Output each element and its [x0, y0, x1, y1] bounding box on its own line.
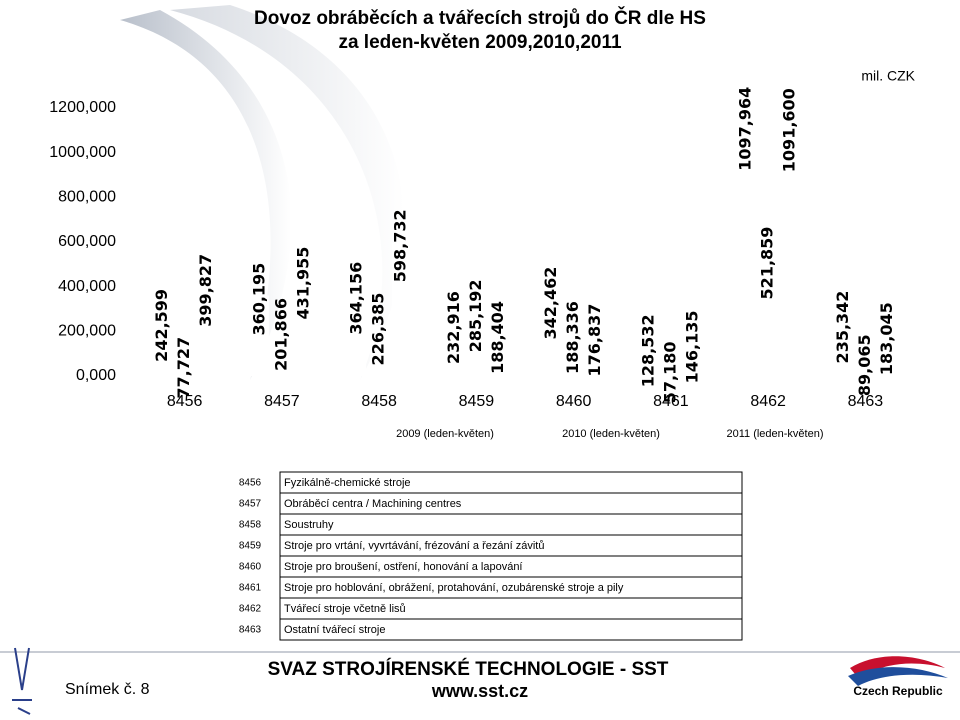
table-code: 8459: [239, 541, 262, 552]
x-tick-label: 8461: [653, 393, 689, 410]
y-tick-label: 800,000: [58, 189, 116, 206]
value-label: 399,827: [196, 254, 215, 327]
flag-swoosh: [848, 667, 948, 686]
legend-entry: 2010 (leden-květen): [562, 428, 660, 440]
org-web: www.sst.cz: [431, 681, 528, 701]
table-description: Ostatní tvářecí stroje: [284, 624, 385, 636]
org-name: SVAZ STROJÍRENSKÉ TECHNOLOGIE - SST: [268, 658, 669, 680]
table-code: 8457: [239, 499, 262, 510]
decor-swoosh: [170, 5, 405, 380]
value-label: 77,727: [174, 337, 193, 399]
y-tick-label: 200,000: [58, 323, 116, 340]
value-label: 183,045: [877, 302, 896, 375]
value-label: 232,916: [444, 291, 463, 364]
value-label: 431,955: [293, 247, 312, 320]
table-code: 8462: [239, 604, 262, 615]
chart-title: Dovoz obráběcích a tvářecích strojů do Č…: [254, 7, 706, 29]
value-label: 521,859: [758, 227, 777, 300]
value-label: 1097,964: [736, 87, 755, 171]
value-label: 57,180: [660, 341, 679, 403]
chart-subtitle: za leden-květen 2009,2010,2011: [338, 32, 622, 53]
bar: [759, 259, 778, 376]
plot: 0,000 200,000 400,000 600,000 800,000 1000,00…: [49, 87, 897, 440]
legend-entry: 2011 (leden-květen): [726, 428, 823, 440]
x-tick-label: 8458: [361, 393, 397, 410]
value-label: 242,599: [152, 289, 171, 362]
y-tick-label: 1200,000: [49, 99, 116, 116]
bar: [294, 279, 313, 376]
bar: [445, 323, 464, 376]
value-label: 360,195: [249, 263, 268, 336]
bar: [392, 242, 411, 376]
unit-label: mil. CZK: [861, 68, 915, 84]
x-tick-label: 8457: [264, 393, 300, 410]
table-description: Soustruhy: [284, 519, 334, 531]
table-description: Stroje pro hoblování, obrážení, protahov…: [284, 582, 624, 594]
legend-table: 8456 Fyzikálně-chemické stroje 8457 Obráběc…: [239, 471, 743, 641]
bar: [197, 286, 216, 376]
x-tick-label: 8462: [750, 393, 786, 410]
table-cell: [279, 513, 743, 536]
x-tick-label: 8463: [848, 393, 884, 410]
y-tick-label: 1000,000: [49, 144, 116, 161]
table-description: Tvářecí stroje včetně lisů: [284, 603, 406, 615]
bar: [781, 132, 800, 376]
bar: [542, 299, 561, 376]
bar: [564, 333, 583, 376]
flag-swoosh: [850, 656, 945, 680]
value-label: 235,342: [833, 291, 852, 364]
bar: [639, 347, 658, 376]
value-label: 226,385: [369, 293, 388, 366]
legend-entry: 2009 (leden-květen): [396, 428, 494, 440]
bar: [683, 343, 702, 376]
value-label: 188,336: [563, 301, 582, 374]
slide-number: Snímek č. 8: [65, 681, 150, 698]
y-tick-label: 400,000: [58, 278, 116, 295]
value-label: 89,065: [855, 334, 874, 396]
logo: [12, 647, 32, 715]
y-tick-label: 600,000: [58, 233, 116, 250]
y-tick-label: 0,000: [76, 367, 116, 384]
value-label: 188,404: [488, 301, 507, 374]
bar: [737, 130, 756, 376]
bar: [467, 312, 486, 376]
value-label: 342,462: [541, 267, 560, 340]
bar: [370, 325, 389, 376]
table-code: 8460: [239, 562, 262, 573]
table-code: 8458: [239, 520, 262, 531]
value-label: 364,156: [347, 262, 366, 335]
value-label: 146,135: [682, 310, 701, 383]
table-code: 8461: [239, 583, 262, 594]
table-description: Stroje pro vrtání, vyvrtávání, frézování…: [284, 540, 544, 552]
decor-swoosh: [120, 10, 292, 380]
bar: [272, 330, 291, 376]
table-description: Obráběcí centra / Machining centres: [284, 498, 462, 510]
table-description: Stroje pro broušení, ostření, honování a…: [284, 561, 523, 573]
bar: [175, 358, 194, 376]
value-label: 128,532: [638, 314, 657, 387]
bar: [878, 335, 897, 376]
x-tick-label: 8459: [459, 393, 495, 410]
bar: [834, 323, 853, 376]
bar: [489, 333, 508, 376]
bar: [348, 294, 367, 376]
table-cell: [279, 618, 743, 641]
value-label: 176,837: [585, 304, 604, 377]
value-label: 285,192: [466, 279, 485, 352]
bar: [250, 295, 269, 376]
bar: [586, 336, 605, 376]
table-code: 8456: [239, 478, 262, 489]
table-description: Fyzikálně-chemické stroje: [284, 477, 411, 489]
value-label: 1091,600: [780, 88, 799, 172]
value-label: 201,866: [271, 298, 290, 371]
x-tick-label: 8456: [167, 393, 203, 410]
bar: [153, 321, 172, 376]
bar: [856, 356, 875, 376]
bar: [661, 363, 680, 376]
x-tick-label: 8460: [556, 393, 592, 410]
value-label: 598,732: [391, 209, 410, 282]
table-code: 8463: [239, 625, 262, 636]
country: Czech Republic: [853, 684, 943, 698]
